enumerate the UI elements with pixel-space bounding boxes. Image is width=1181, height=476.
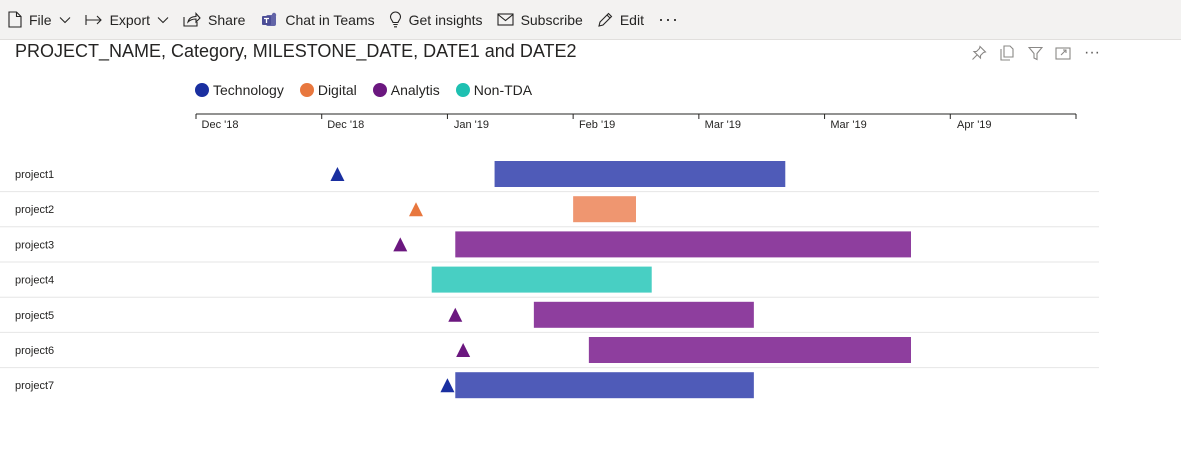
legend-dot bbox=[455, 83, 470, 97]
pencil-icon bbox=[598, 12, 613, 27]
pin-icon bbox=[972, 45, 987, 60]
export-menu[interactable]: Export bbox=[85, 0, 177, 40]
pin-visual-button[interactable] bbox=[969, 43, 989, 63]
chevron-down-icon bbox=[59, 16, 70, 23]
milestone-marker bbox=[393, 237, 408, 252]
gantt-bar bbox=[494, 161, 786, 187]
row-label: project2 bbox=[15, 204, 54, 216]
edit-button[interactable]: Edit bbox=[597, 0, 652, 40]
x-axis-tick-label: Jan '19 bbox=[454, 119, 489, 131]
row-label: project3 bbox=[15, 239, 54, 251]
gantt-bar bbox=[533, 301, 754, 328]
visual-title: PROJECT_NAME, Category, MILESTONE_DATE, … bbox=[15, 41, 577, 61]
row-label: project5 bbox=[15, 310, 54, 322]
gantt-bar bbox=[431, 266, 652, 293]
legend-item-digital[interactable]: Digital bbox=[299, 82, 357, 98]
export-icon bbox=[85, 14, 102, 25]
teams-icon bbox=[262, 12, 277, 26]
legend-label: Technology bbox=[213, 82, 284, 98]
chevron-down-icon bbox=[157, 16, 169, 23]
chat-in-teams-button[interactable]: Chat in Teams bbox=[261, 0, 382, 40]
export-label: Export bbox=[109, 11, 151, 28]
edit-label: Edit bbox=[619, 11, 644, 28]
gantt-bar bbox=[455, 372, 754, 399]
milestone-marker bbox=[448, 307, 463, 322]
more-options-label: ··· bbox=[657, 9, 679, 29]
x-axis-tick-label: Mar '19 bbox=[705, 119, 741, 131]
file-icon bbox=[8, 11, 22, 28]
file-menu[interactable]: File bbox=[8, 0, 79, 40]
legend-item-technology[interactable]: Technology bbox=[195, 82, 284, 98]
get-insights-label: Get insights bbox=[408, 11, 483, 28]
mail-icon bbox=[497, 13, 514, 26]
row-label: project7 bbox=[15, 380, 54, 392]
legend-item-non-tda[interactable]: Non-TDA bbox=[455, 82, 533, 98]
gantt-bar bbox=[588, 337, 911, 363]
legend-dot bbox=[372, 83, 387, 97]
x-axis-tick-label: Dec '18 bbox=[202, 119, 239, 131]
gantt-bar bbox=[455, 231, 911, 258]
legend-label: Analytis bbox=[390, 82, 440, 98]
copy-icon bbox=[1000, 45, 1014, 61]
focus-mode-button[interactable] bbox=[1053, 43, 1073, 63]
share-label: Share bbox=[208, 11, 246, 28]
milestone-marker bbox=[440, 378, 455, 393]
gantt-bar bbox=[573, 196, 636, 223]
chart-legend: Technology Digital Analytis Non-TDA bbox=[195, 82, 548, 98]
row-label: project1 bbox=[15, 169, 54, 181]
lightbulb-icon bbox=[389, 11, 401, 28]
x-axis-tick-label: Feb '19 bbox=[579, 119, 615, 131]
legend-dot bbox=[299, 83, 314, 97]
filter-icon bbox=[1027, 46, 1043, 60]
share-icon bbox=[183, 12, 201, 27]
milestone-marker bbox=[330, 167, 345, 181]
milestone-marker bbox=[409, 202, 423, 217]
row-label: project6 bbox=[15, 345, 54, 357]
more-options-button[interactable]: ··· bbox=[652, 0, 687, 40]
subscribe-label: Subscribe bbox=[520, 11, 583, 28]
x-axis-tick-label: Apr '19 bbox=[957, 119, 992, 131]
report-toolbar: File Export Share Chat in Teams Get insi… bbox=[0, 0, 1181, 40]
legend-dot bbox=[195, 83, 209, 97]
share-button[interactable]: Share bbox=[183, 0, 253, 40]
filter-visual-button[interactable] bbox=[1025, 43, 1045, 63]
x-axis-tick-label: Dec '18 bbox=[327, 119, 364, 131]
chat-in-teams-label: Chat in Teams bbox=[285, 11, 375, 28]
x-axis-tick-label: Mar '19 bbox=[830, 119, 866, 131]
row-label: project4 bbox=[15, 275, 54, 287]
subscribe-button[interactable]: Subscribe bbox=[497, 0, 591, 40]
legend-item-analytis[interactable]: Analytis bbox=[372, 82, 440, 98]
legend-label: Digital bbox=[317, 82, 357, 98]
copy-visual-button[interactable] bbox=[997, 43, 1017, 63]
legend-label: Non-TDA bbox=[473, 82, 533, 98]
focus-mode-icon bbox=[1055, 47, 1071, 60]
visual-more-label: ··· bbox=[1084, 44, 1100, 61]
visual-header-icons: ··· bbox=[969, 43, 1103, 63]
visual-more-options-button[interactable]: ··· bbox=[1081, 43, 1103, 63]
milestone-marker bbox=[456, 343, 471, 357]
file-label: File bbox=[29, 11, 52, 28]
get-insights-button[interactable]: Get insights bbox=[389, 0, 491, 40]
